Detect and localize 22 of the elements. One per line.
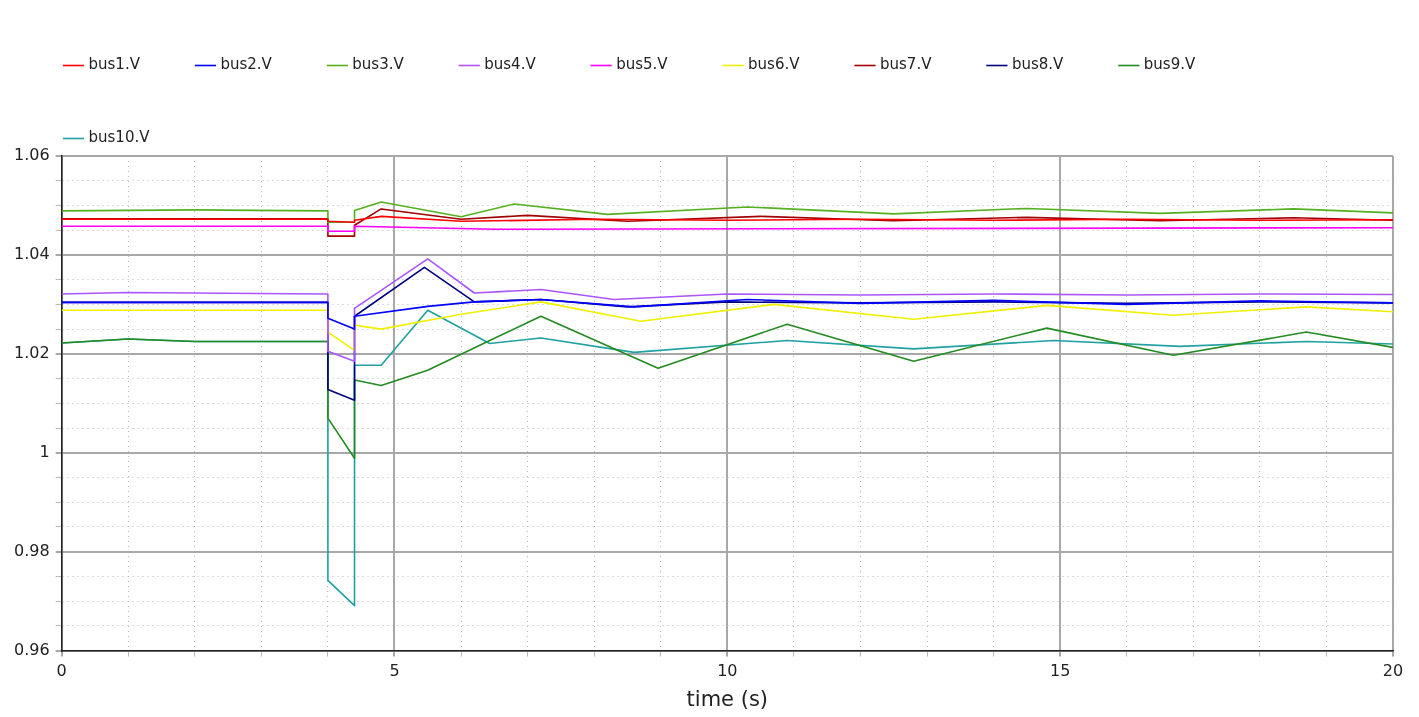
legend-label: bus5.V [616,55,669,74]
legend-label: bus8.V [1011,55,1065,74]
x-axis-title: time (s) [686,686,769,711]
y-tick-label: 1.02 [14,343,50,362]
x-tick-label: 15 [1049,661,1071,681]
legend-label: bus10.V [88,128,151,147]
y-tick-label: 0.98 [14,540,50,560]
x-tick-label: 0 [56,661,67,681]
y-tick-label: 0.96 [14,639,50,659]
legend-label: bus9.V [1143,55,1196,74]
x-tick-label: 20 [1382,661,1404,681]
legend-label: bus4.V [484,55,537,74]
legend-label: bus6.V [748,55,801,74]
legend-label: bus7.V [880,55,933,74]
y-tick-label: 1.06 [14,145,50,165]
x-tick-label: 5 [389,661,400,681]
legend-label: bus3.V [352,55,405,74]
y-tick-label: 1 [39,441,50,461]
legend-label: bus2.V [220,55,273,74]
x-tick-label: 10 [717,661,738,681]
legend-label: bus1.V [88,55,141,74]
y-tick-label: 1.04 [14,244,50,264]
